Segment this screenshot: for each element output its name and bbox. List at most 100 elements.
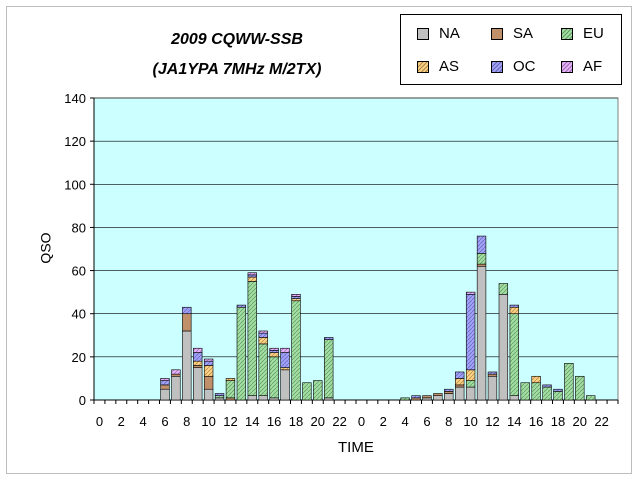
chart-subtitle: (JA1YPA 7MHz M/2TX) — [152, 61, 322, 78]
x-tick-label: 12 — [485, 414, 499, 429]
bar-as — [531, 375, 541, 384]
bar-eu — [531, 382, 541, 401]
bar-na — [498, 293, 509, 401]
bar-na — [455, 386, 465, 401]
bar-eu — [247, 281, 257, 396]
x-tick-label: 22 — [332, 414, 346, 429]
bar-eu — [542, 386, 552, 401]
bar-na — [487, 375, 498, 401]
x-tick-label: 0 — [96, 414, 103, 429]
bar-as — [203, 365, 214, 377]
x-tick-label: 2 — [380, 414, 387, 429]
legend-label: SA — [513, 25, 534, 42]
legend: NA SA EU AS OC AF — [400, 14, 622, 85]
bar-af — [465, 291, 476, 295]
bar-oc — [553, 388, 563, 392]
y-tick-label: 100 — [64, 177, 86, 192]
bar-sa — [171, 373, 181, 377]
bar-sa — [433, 393, 443, 396]
bar-af — [280, 347, 290, 353]
legend-label: EU — [583, 25, 604, 42]
bar-eu — [498, 283, 509, 295]
bar-na — [422, 397, 432, 401]
bar-oc — [444, 388, 454, 392]
bar-as — [291, 298, 301, 302]
x-tick-label: 20 — [573, 414, 587, 429]
bar-oc — [258, 332, 268, 338]
bar-af — [291, 293, 301, 297]
legend-label: AS — [439, 58, 460, 75]
bar-oc — [182, 306, 192, 315]
bar-sa — [476, 263, 487, 267]
bar-eu — [553, 391, 563, 401]
bar-oc — [160, 380, 170, 386]
bar-eu — [225, 380, 236, 399]
bar-eu — [465, 380, 476, 388]
bar-oc — [324, 337, 334, 340]
bar-na — [193, 367, 203, 401]
x-tick-label: 8 — [445, 414, 452, 429]
bar-eu — [324, 339, 334, 399]
bar-af — [160, 378, 170, 381]
bar-oc — [465, 293, 476, 371]
bar-na — [182, 330, 192, 401]
bar-sa — [444, 391, 454, 394]
legend-swatch — [561, 27, 573, 40]
x-tick-label: 20 — [311, 414, 325, 429]
bar-na — [258, 395, 268, 401]
bar-oc — [269, 350, 279, 353]
bar-na — [433, 395, 443, 401]
bar-oc — [214, 393, 225, 396]
y-tick-label: 140 — [64, 91, 86, 106]
bar-na — [203, 388, 214, 401]
bar-na — [444, 393, 454, 401]
bar-eu — [509, 313, 519, 396]
plot-area — [93, 97, 619, 401]
bar-eu — [400, 397, 410, 401]
bar-oc — [455, 371, 465, 379]
x-tick-label: 22 — [594, 414, 608, 429]
bar-sa — [422, 395, 432, 399]
bar-sa — [455, 384, 465, 388]
bar-na — [509, 395, 519, 401]
y-tick-label: 0 — [79, 393, 86, 408]
bar-oc — [203, 360, 214, 366]
bar-sa — [487, 373, 498, 377]
legend-label: AF — [583, 58, 603, 75]
legend-item-sa: SA — [491, 25, 533, 42]
legend-item-eu: EU — [561, 25, 604, 42]
bar-eu — [291, 300, 301, 401]
x-tick-label: 6 — [423, 414, 430, 429]
bar-oc — [476, 235, 487, 254]
bar-na — [465, 386, 476, 401]
bar-as — [247, 276, 257, 282]
legend-swatch — [561, 60, 573, 73]
x-axis-label: TIME — [338, 439, 374, 456]
bar-oc — [487, 371, 498, 375]
bar-sa — [193, 365, 203, 368]
bar-oc — [291, 296, 301, 299]
bar-as — [509, 306, 519, 315]
x-tick-label: 18 — [289, 414, 303, 429]
bar-as — [280, 367, 290, 371]
legend-swatch — [491, 60, 503, 73]
chart-title: 2009 CQWW-SSB — [171, 31, 303, 48]
bar-eu — [575, 375, 585, 401]
bar-eu — [313, 380, 323, 401]
bar-af — [193, 347, 203, 353]
x-tick-label: 16 — [529, 414, 543, 429]
y-axis-label: QSO — [37, 232, 54, 264]
bar-na — [171, 375, 181, 401]
x-tick-label: 16 — [267, 414, 281, 429]
bar-oc — [247, 274, 257, 278]
bar-oc — [509, 304, 519, 308]
y-tick-label: 20 — [72, 350, 86, 365]
bar-as — [455, 378, 465, 386]
legend-item-oc: OC — [491, 58, 536, 75]
bar-eu — [476, 253, 487, 265]
bar-sa — [203, 375, 214, 390]
bar-af — [247, 272, 257, 276]
bar-oc — [542, 384, 552, 388]
bar-af — [171, 369, 181, 375]
